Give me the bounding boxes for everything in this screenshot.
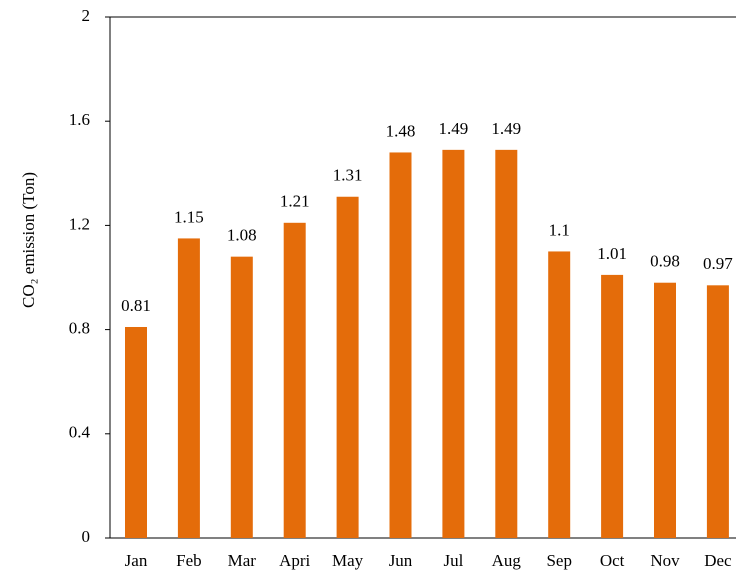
y-axis-label: CO₂ emission (Ton) xyxy=(19,172,38,308)
y-tick-label: 0.8 xyxy=(69,319,90,338)
value-label: 1.49 xyxy=(439,119,469,138)
value-label: 1.01 xyxy=(597,244,627,263)
y-tick-label: 0 xyxy=(82,527,91,546)
bar xyxy=(495,149,518,539)
bar xyxy=(548,251,571,538)
value-label: 1.31 xyxy=(333,166,363,185)
bar xyxy=(706,285,729,538)
value-label: 1.1 xyxy=(549,220,570,239)
bar xyxy=(389,152,412,538)
bar xyxy=(177,238,200,539)
y-tick-label: 1.6 xyxy=(69,110,90,129)
value-label: 1.08 xyxy=(227,226,257,245)
x-tick-label: Aug xyxy=(492,551,522,570)
x-tick-label: Feb xyxy=(176,551,202,570)
value-label: 1.15 xyxy=(174,207,204,226)
value-label: 0.98 xyxy=(650,252,680,271)
x-tick-label: Jan xyxy=(125,551,148,570)
y-tick-label: 0.4 xyxy=(69,423,91,442)
y-tick-label: 1.2 xyxy=(69,214,90,233)
value-label: 1.48 xyxy=(386,121,416,140)
bar xyxy=(230,256,253,538)
x-tick-label: Oct xyxy=(600,551,625,570)
value-label: 1.21 xyxy=(280,192,310,211)
x-tick-label: Mar xyxy=(228,551,257,570)
bar xyxy=(125,326,147,538)
x-tick-label: Jun xyxy=(389,551,413,570)
x-tick-label: May xyxy=(332,551,364,570)
value-label: 1.49 xyxy=(491,119,521,138)
bar xyxy=(283,222,306,539)
x-tick-label: Nov xyxy=(650,551,680,570)
y-tick-label: 2 xyxy=(82,6,91,25)
x-tick-label: Jul xyxy=(443,551,463,570)
value-label: 0.81 xyxy=(121,296,151,315)
x-tick-label: Dec xyxy=(704,551,732,570)
x-tick-label: Apri xyxy=(279,551,310,570)
bar xyxy=(654,282,676,538)
x-tick-label: Sep xyxy=(546,551,572,570)
bar xyxy=(601,274,624,538)
bar xyxy=(336,196,359,538)
value-label: 0.97 xyxy=(703,254,733,273)
bar xyxy=(442,149,465,539)
